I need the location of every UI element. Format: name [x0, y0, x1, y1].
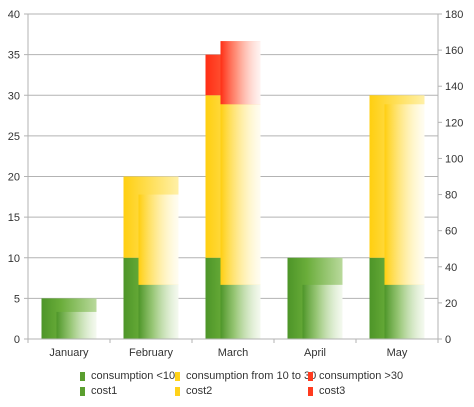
- y-right-tick-label: 180: [445, 9, 463, 21]
- legend-label: cost1: [91, 385, 118, 397]
- y-left-tick-label: 25: [8, 131, 20, 143]
- legend-label: consumption >30: [319, 370, 404, 382]
- legend-swatch: [308, 371, 313, 381]
- bar-cost-shade: [384, 104, 425, 285]
- x-tick-label: May: [387, 347, 408, 359]
- y-right-tick-label: 40: [445, 262, 457, 274]
- legend-label: consumption <10: [91, 370, 176, 382]
- legend-swatch: [175, 386, 180, 396]
- bar-cost-shade: [302, 284, 343, 339]
- y-left-tick-label: 20: [8, 172, 20, 184]
- bar-cost-shade: [220, 284, 261, 339]
- y-right-tick-label: 80: [445, 190, 457, 202]
- x-tick-label: March: [218, 347, 249, 359]
- legend-label: consumption from 10 to 30: [186, 370, 317, 382]
- legend-entry-consumption-gt-30: consumption >30: [308, 370, 403, 382]
- legend-label: cost3: [319, 385, 346, 397]
- legend-entry-cost3: cost3: [308, 385, 345, 397]
- x-tick-label: April: [304, 347, 326, 359]
- legend-label: cost2: [186, 385, 213, 397]
- y-left-tick-label: 35: [8, 50, 20, 62]
- bar-cost-shade: [138, 284, 179, 339]
- bar-cost-shade: [220, 104, 261, 285]
- legend-swatch: [80, 386, 85, 396]
- y-right-tick-label: 0: [445, 334, 451, 346]
- legend-swatch: [308, 386, 313, 396]
- y-left-tick-label: 40: [8, 9, 20, 21]
- y-right-tick-label: 60: [445, 226, 457, 238]
- y-left-tick-label: 15: [8, 212, 20, 224]
- bar-cost-shade: [138, 194, 179, 285]
- x-tick-label: January: [49, 347, 89, 359]
- y-right-tick-label: 140: [445, 81, 463, 93]
- bar-cost-shade: [220, 41, 261, 105]
- y-right-tick-label: 160: [445, 45, 463, 57]
- legend-entry-cost1: cost1: [80, 385, 117, 397]
- bar-cost-shade: [56, 311, 97, 339]
- bar-cost-shade: [384, 284, 425, 339]
- y-left-tick-label: 30: [8, 90, 20, 102]
- y-right-tick-label: 20: [445, 298, 457, 310]
- legend-entry-cost2: cost2: [175, 385, 212, 397]
- legend-swatch: [175, 371, 180, 381]
- y-right-tick-label: 100: [445, 153, 463, 165]
- legend-entry-consumption-lt-10: consumption <10: [80, 370, 175, 382]
- legend-swatch: [80, 371, 85, 381]
- y-left-tick-label: 0: [14, 334, 20, 346]
- y-left-tick-label: 5: [14, 293, 20, 305]
- y-right-tick-label: 120: [445, 117, 463, 129]
- y-left-tick-label: 10: [8, 253, 20, 265]
- legend-entry-consumption-10-30: consumption from 10 to 30: [175, 370, 316, 382]
- x-tick-label: February: [129, 347, 174, 359]
